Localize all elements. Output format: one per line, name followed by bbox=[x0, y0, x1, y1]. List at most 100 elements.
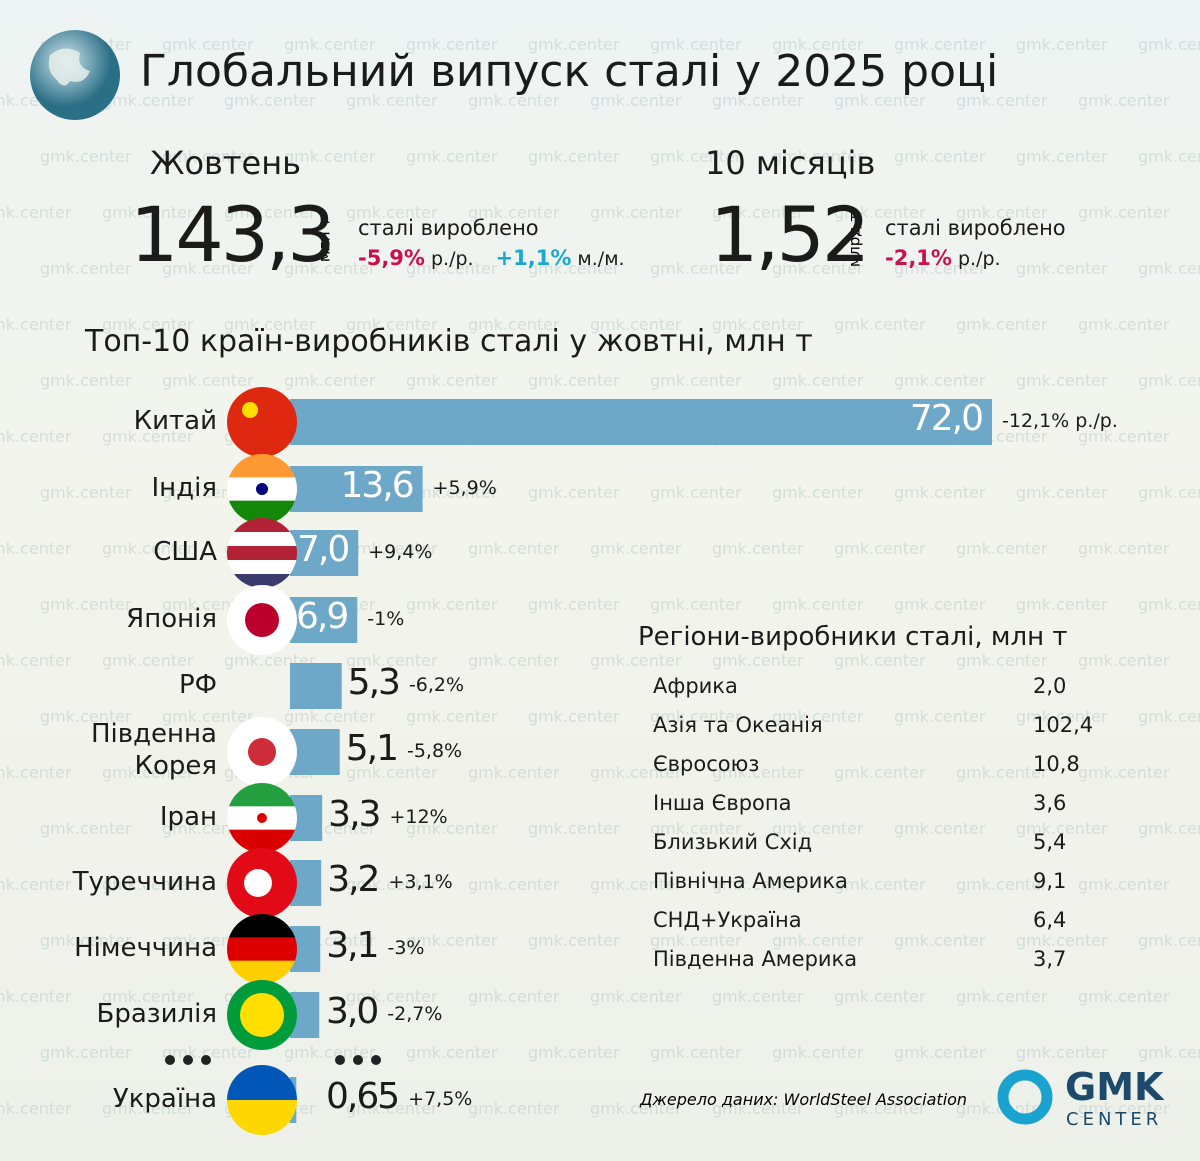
value-label: 6,9 bbox=[296, 596, 349, 637]
watermark: gmk.center bbox=[40, 147, 132, 166]
watermark: gmk.center bbox=[406, 259, 498, 278]
watermark: gmk.center bbox=[406, 707, 498, 726]
watermark: gmk.center bbox=[712, 539, 804, 558]
category-label: Україна bbox=[112, 1084, 217, 1114]
watermark: gmk.center bbox=[894, 707, 986, 726]
watermark: gmk.center bbox=[590, 651, 682, 670]
watermark: gmk.center bbox=[406, 371, 498, 390]
watermark: gmk.center bbox=[1078, 91, 1170, 110]
category-label: Туреччина bbox=[72, 867, 217, 897]
watermark: gmk.center bbox=[772, 1043, 864, 1062]
change-label: -2,7% bbox=[387, 1003, 443, 1025]
flag-stripe bbox=[227, 387, 297, 457]
watermark: gmk.center bbox=[1078, 763, 1170, 782]
watermark: gmk.center bbox=[0, 763, 72, 782]
value-label: 5,3 bbox=[347, 662, 401, 703]
watermark: gmk.center bbox=[224, 203, 316, 222]
value-label: 72,0 bbox=[909, 398, 984, 439]
bar bbox=[290, 597, 358, 643]
watermark: gmk.center bbox=[40, 483, 132, 502]
watermark: gmk.center bbox=[834, 987, 926, 1006]
flag-stripe bbox=[227, 1065, 297, 1101]
watermark: gmk.center bbox=[650, 931, 742, 950]
value-label: 3,1 bbox=[326, 925, 379, 966]
watermark: gmk.center bbox=[162, 147, 254, 166]
value-label: 3,3 bbox=[328, 794, 381, 835]
globe-land bbox=[48, 48, 90, 86]
flag-stripe bbox=[227, 560, 297, 575]
watermark: gmk.center bbox=[40, 259, 132, 278]
watermark: gmk.center bbox=[1138, 1043, 1200, 1062]
kpi-caption: сталі вироблено bbox=[358, 216, 539, 240]
flag-emblem bbox=[240, 993, 284, 1037]
category-label: Китай bbox=[133, 406, 217, 436]
bar bbox=[290, 729, 340, 775]
watermark: gmk.center bbox=[650, 483, 742, 502]
watermark: gmk.center bbox=[102, 539, 194, 558]
watermark: gmk.center bbox=[0, 875, 72, 894]
watermark: gmk.center bbox=[956, 539, 1048, 558]
watermark: gmk.center bbox=[468, 651, 560, 670]
watermark: gmk.center bbox=[224, 315, 316, 334]
watermark: gmk.center bbox=[40, 371, 132, 390]
watermark: gmk.center bbox=[712, 91, 804, 110]
watermark: gmk.center bbox=[346, 91, 438, 110]
watermark: gmk.center bbox=[284, 1043, 376, 1062]
watermark: gmk.center bbox=[468, 763, 560, 782]
watermark: gmk.center bbox=[0, 427, 72, 446]
change-label: +5,9% bbox=[432, 477, 497, 499]
watermark: gmk.center bbox=[284, 35, 376, 54]
watermark: gmk.center bbox=[650, 1043, 742, 1062]
watermark: gmk.center bbox=[712, 203, 804, 222]
watermark: gmk.center bbox=[712, 315, 804, 334]
change-label: +9,4% bbox=[368, 541, 433, 563]
watermark: gmk.center bbox=[40, 595, 132, 614]
watermark: gmk.center bbox=[834, 315, 926, 334]
watermark: gmk.center bbox=[772, 707, 864, 726]
watermark: gmk.center bbox=[102, 315, 194, 334]
flag-stripe bbox=[227, 532, 297, 547]
category-label: США bbox=[153, 537, 217, 567]
watermark: gmk.center bbox=[102, 427, 194, 446]
watermark: gmk.center bbox=[1138, 931, 1200, 950]
watermark: gmk.center bbox=[1138, 371, 1200, 390]
watermark: gmk.center bbox=[1016, 931, 1108, 950]
watermark: gmk.center bbox=[102, 1099, 194, 1118]
watermark: gmk.center bbox=[346, 539, 438, 558]
region-value: 3,7 bbox=[1033, 947, 1067, 971]
watermark: gmk.center bbox=[40, 707, 132, 726]
watermark: gmk.center bbox=[406, 35, 498, 54]
watermark: gmk.center bbox=[956, 651, 1048, 670]
region-name: Євросоюз bbox=[653, 752, 760, 776]
watermark: gmk.center bbox=[590, 203, 682, 222]
category-label: РФ bbox=[178, 670, 217, 700]
watermark: gmk.center bbox=[834, 91, 926, 110]
watermark: gmk.center bbox=[1138, 35, 1200, 54]
flag-stripe bbox=[227, 937, 297, 962]
watermark: gmk.center bbox=[0, 203, 72, 222]
watermark: gmk.center bbox=[834, 1099, 926, 1118]
flag-stripe bbox=[227, 518, 297, 533]
value-label: 13,6 bbox=[340, 465, 414, 506]
change-label: -5,8% bbox=[406, 740, 463, 762]
watermark: gmk.center bbox=[0, 539, 72, 558]
watermark: gmk.center bbox=[650, 35, 742, 54]
flag-emblem bbox=[244, 869, 272, 897]
watermark: gmk.center bbox=[1078, 315, 1170, 334]
watermark: gmk.center bbox=[284, 147, 376, 166]
watermark: gmk.center bbox=[346, 875, 438, 894]
watermark: gmk.center bbox=[1016, 147, 1108, 166]
watermark: gmk.center bbox=[894, 1043, 986, 1062]
watermark: gmk.center bbox=[528, 931, 620, 950]
watermark: gmk.center bbox=[346, 987, 438, 1006]
watermark: gmk.center bbox=[590, 91, 682, 110]
watermark: gmk.center bbox=[1078, 987, 1170, 1006]
watermark: gmk.center bbox=[346, 1099, 438, 1118]
change-label: +7,5% bbox=[408, 1088, 473, 1110]
watermark: gmk.center bbox=[468, 875, 560, 894]
watermark: gmk.center bbox=[528, 259, 620, 278]
watermark: gmk.center bbox=[1016, 259, 1108, 278]
watermark: gmk.center bbox=[1138, 707, 1200, 726]
change-label: -12,1% р./р. bbox=[1002, 410, 1118, 432]
region-value: 3,6 bbox=[1033, 791, 1067, 815]
